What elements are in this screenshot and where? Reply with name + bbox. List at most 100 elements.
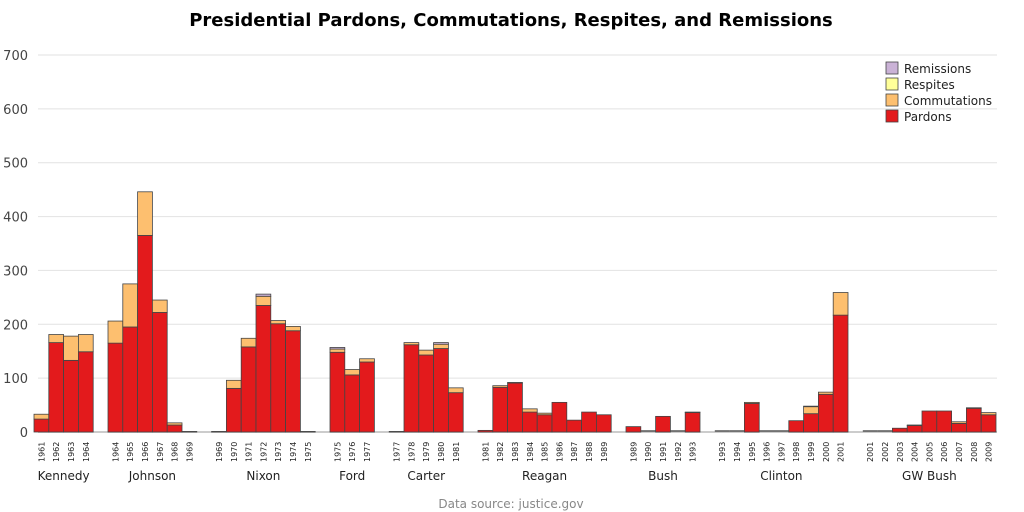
bar-commutations-nixon-1973 xyxy=(270,320,286,325)
bar-commutations-reagan-1985 xyxy=(536,412,553,416)
bar-pardons-reagan-1981 xyxy=(477,429,494,433)
bar-commutations-johnson-1966 xyxy=(137,191,153,236)
x-tick-label: 1966 xyxy=(141,442,150,462)
x-tick-label: 1974 xyxy=(289,442,298,462)
bar-pardons-clinton-1999 xyxy=(803,413,819,433)
x-tick-label: 2007 xyxy=(955,442,964,462)
bar-commutations-gw-bush-2007 xyxy=(951,421,967,424)
x-tick-label: 1977 xyxy=(363,442,372,462)
bar-commutations-reagan-1982 xyxy=(492,385,508,388)
bar-commutations-clinton-2000 xyxy=(818,391,834,395)
bar-pardons-reagan-1985 xyxy=(536,414,553,433)
group-label: Carter xyxy=(407,469,445,483)
legend-label-commutations: Commutations xyxy=(904,94,992,108)
x-tick-label: 1971 xyxy=(245,442,254,462)
x-tick-label: 1975 xyxy=(304,442,313,462)
bar-commutations-carter-1981 xyxy=(447,387,464,394)
y-tick-label: 700 xyxy=(3,49,28,64)
bar-commutations-nixon-1970 xyxy=(225,379,242,389)
legend-swatch-respites xyxy=(885,77,899,91)
bar-commutations-clinton-1999 xyxy=(803,406,819,415)
group-label: Kennedy xyxy=(38,469,90,483)
bar-commutations-nixon-1971 xyxy=(240,337,257,348)
x-tick-label: 1983 xyxy=(511,442,520,462)
bar-pardons-johnson-1967 xyxy=(151,312,168,433)
bar-pardons-carter-1981 xyxy=(447,392,464,433)
bar-pardons-johnson-1964 xyxy=(107,342,124,433)
x-tick-label: 1962 xyxy=(52,442,61,462)
bar-pardons-johnson-1965 xyxy=(122,326,139,433)
x-tick-label: 1985 xyxy=(541,442,550,462)
bar-pardons-johnson-1966 xyxy=(137,235,153,433)
bar-commutations-kennedy-1964 xyxy=(78,334,94,353)
bar-pardons-johnson-1968 xyxy=(166,424,183,433)
bar-pardons-clinton-2001 xyxy=(832,314,849,433)
x-tick-label: 1970 xyxy=(230,442,239,462)
x-tick-label: 1996 xyxy=(763,442,772,462)
bar-pardons-carter-1978 xyxy=(403,344,420,433)
x-tick-label: 2001 xyxy=(837,442,846,462)
x-tick-label: 1995 xyxy=(748,442,757,462)
bar-commutations-clinton-2001 xyxy=(832,292,849,316)
x-tick-label: 1987 xyxy=(570,442,579,462)
x-tick-label: 1999 xyxy=(807,442,816,462)
bar-pardons-reagan-1986 xyxy=(551,401,568,433)
bar-commutations-kennedy-1961 xyxy=(33,413,50,420)
x-tick-label: 1975 xyxy=(333,442,342,462)
bar-commutations-nixon-1974 xyxy=(285,326,301,332)
x-tick-label: 1989 xyxy=(600,442,609,462)
y-tick-label: 0 xyxy=(20,426,28,441)
x-tick-label: 1997 xyxy=(777,442,786,462)
group-label: Bush xyxy=(648,469,678,483)
x-tick-label: 1977 xyxy=(393,442,402,462)
bar-commutations-johnson-1965 xyxy=(122,283,139,328)
y-tick-label: 100 xyxy=(3,372,28,387)
bar-commutations-carter-1978 xyxy=(403,342,420,346)
x-tick-label: 1986 xyxy=(555,442,564,462)
x-tick-label: 1981 xyxy=(452,442,461,462)
y-tick-label: 300 xyxy=(3,264,28,279)
bar-pardons-gw-bush-2008 xyxy=(966,407,982,433)
bar-pardons-clinton-2000 xyxy=(818,393,834,433)
bar-pardons-gw-bush-2007 xyxy=(951,422,967,433)
bar-pardons-gw-bush-2003 xyxy=(892,427,908,433)
x-tick-label: 1973 xyxy=(274,442,283,462)
x-tick-label: 2004 xyxy=(911,442,920,462)
bar-pardons-kennedy-1962 xyxy=(48,342,64,433)
x-tick-label: 1979 xyxy=(422,442,431,462)
y-tick-label: 600 xyxy=(3,103,28,118)
group-label: Reagan xyxy=(522,469,567,483)
x-tick-label: 1967 xyxy=(156,442,165,462)
x-tick-label: 2005 xyxy=(925,442,934,462)
x-tick-label: 1976 xyxy=(348,442,357,462)
bar-commutations-kennedy-1963 xyxy=(63,335,79,361)
legend-label-pardons: Pardons xyxy=(904,110,952,124)
bar-commutations-gw-bush-2009 xyxy=(980,412,997,416)
bar-commutations-gw-bush-2004 xyxy=(906,424,923,426)
x-tick-label: 1964 xyxy=(82,442,91,462)
x-tick-label: 1994 xyxy=(733,442,742,462)
bar-pardons-reagan-1989 xyxy=(596,414,612,433)
group-label: Clinton xyxy=(760,469,802,483)
bar-commutations-johnson-1967 xyxy=(151,299,168,313)
x-tick-label: 1969 xyxy=(185,442,194,462)
x-tick-label: 1991 xyxy=(659,442,668,462)
bar-commutations-carter-1980 xyxy=(433,343,449,349)
bar-commutations-kennedy-1962 xyxy=(48,334,64,343)
bar-pardons-ford-1976 xyxy=(344,374,360,433)
x-tick-label: 1961 xyxy=(37,442,46,462)
legend-label-respites: Respites xyxy=(904,78,955,92)
y-tick-label: 400 xyxy=(3,211,28,226)
x-tick-label: 2002 xyxy=(881,442,890,462)
x-tick-label: 2008 xyxy=(970,442,979,462)
x-tick-label: 2003 xyxy=(896,442,905,462)
bar-commutations-bush-1993 xyxy=(684,411,701,414)
group-label: Johnson xyxy=(128,469,176,483)
bar-pardons-bush-1991 xyxy=(655,415,671,433)
bar-commutations-johnson-1964 xyxy=(107,320,124,344)
bar-remissions-clinton-1999 xyxy=(803,405,819,408)
bar-commutations-reagan-1984 xyxy=(522,408,538,413)
bar-commutations-reagan-1983 xyxy=(507,382,523,384)
bar-pardons-gw-bush-2004 xyxy=(906,425,923,433)
